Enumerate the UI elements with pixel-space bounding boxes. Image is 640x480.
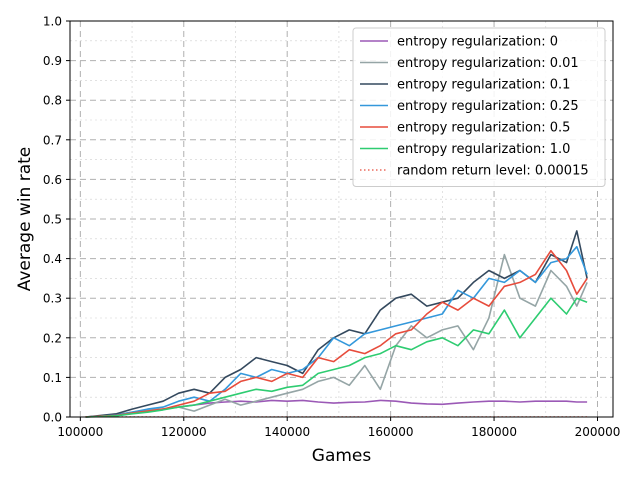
- series-line-5: [85, 297, 588, 418]
- legend-label: entropy regularization: 0.5: [397, 121, 570, 136]
- legend-label: entropy regularization: 1.0: [397, 142, 570, 157]
- x-tick-label: 200000: [575, 425, 621, 439]
- y-tick-label: 1.0: [43, 15, 62, 29]
- y-tick-label: 0.6: [43, 173, 62, 187]
- y-tick-label: 0.3: [43, 292, 62, 306]
- legend-label: entropy regularization: 0.25: [397, 99, 579, 114]
- y-tick-label: 0.5: [43, 213, 62, 227]
- y-tick-label: 0.8: [43, 94, 62, 108]
- legend: entropy regularization: 0 entropy regular…: [352, 27, 606, 187]
- series-layer: [85, 230, 588, 418]
- series-line-3: [85, 245, 588, 418]
- legend-label: random return level: 0.00015: [397, 164, 589, 179]
- legend-box: [352, 27, 606, 187]
- x-axis-label: Games: [312, 446, 372, 466]
- legend-label: entropy regularization: 0.01: [397, 56, 579, 71]
- legend-label: entropy regularization: 0: [397, 35, 558, 50]
- x-tick-label: 100000: [57, 425, 103, 439]
- x-tick-label: 180000: [471, 425, 517, 439]
- legend-label: entropy regularization: 0.1: [397, 78, 570, 93]
- y-axis-label: Average win rate: [15, 147, 35, 292]
- series-line-2: [85, 230, 588, 418]
- x-tick-label: 140000: [264, 425, 310, 439]
- x-tick-label: 160000: [368, 425, 414, 439]
- y-tick-label: 0.7: [43, 133, 62, 147]
- y-tick-label: 0.1: [43, 371, 62, 385]
- y-tick-label: 0.4: [43, 252, 62, 266]
- y-tick-label: 0.0: [43, 411, 62, 425]
- series-line-4: [85, 249, 588, 418]
- x-tick-label: 120000: [161, 425, 207, 439]
- axis-ticks: 100000 120000 140000 160000 180000 200000 0.0 0…: [43, 15, 620, 440]
- y-tick-label: 0.2: [43, 331, 62, 345]
- y-tick-label: 0.9: [43, 54, 62, 68]
